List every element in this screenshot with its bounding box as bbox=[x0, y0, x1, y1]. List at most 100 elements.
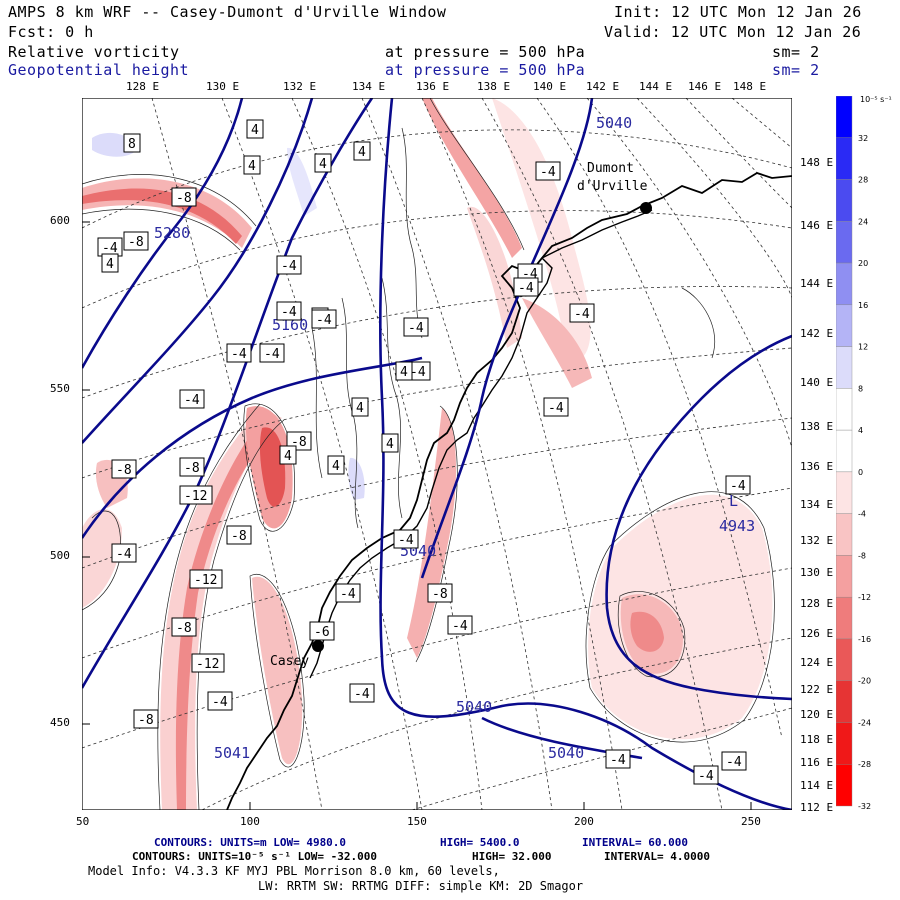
height-label: 5040 bbox=[456, 698, 492, 716]
vorticity-label-box: -8 bbox=[427, 583, 453, 603]
vorticity-label-box: -4 bbox=[311, 309, 337, 329]
parallel bbox=[82, 567, 792, 749]
vorticity-label-text: -8 bbox=[176, 191, 192, 206]
lon-label: 142 E bbox=[586, 80, 620, 93]
colorbar-label: -16 bbox=[858, 635, 871, 644]
vorticity-label-box: -8 bbox=[171, 617, 197, 637]
vorticity-label-text: -4 bbox=[231, 347, 247, 362]
vorticity-band bbox=[522, 298, 592, 388]
vorticity-label-box: -12 bbox=[179, 485, 213, 505]
vorticity-label-text: -4 bbox=[574, 307, 590, 322]
height-label: 5040 bbox=[548, 744, 584, 762]
vorticity-label-text: -12 bbox=[184, 489, 207, 504]
height-contours bbox=[82, 98, 792, 810]
vorticity-label-box: 4 bbox=[314, 153, 332, 173]
colorbar-cell bbox=[836, 513, 853, 556]
colorbar-cell bbox=[836, 179, 853, 222]
colorbar-cell bbox=[836, 262, 853, 306]
vorticity-contour bbox=[381, 277, 403, 519]
footer-height-contours: CONTOURS: UNITS=m LOW= 4980.0 bbox=[154, 836, 347, 849]
field2-smooth: sm= 2 bbox=[772, 61, 820, 79]
positive-vorticity-patch bbox=[287, 147, 317, 216]
parallel bbox=[82, 347, 792, 479]
vorticity-label-text: -4 bbox=[726, 755, 742, 770]
parallel bbox=[82, 210, 792, 309]
casey-marker bbox=[312, 640, 324, 652]
meridian bbox=[731, 98, 792, 149]
colorbar-label: -32 bbox=[858, 802, 871, 811]
station-label-casey: Casey bbox=[270, 654, 309, 669]
field2-name: Geopotential height bbox=[8, 61, 190, 79]
vorticity-label-text: -12 bbox=[194, 573, 217, 588]
vorticity-label-text: -4 bbox=[548, 401, 564, 416]
vorticity-contours bbox=[82, 98, 775, 810]
field1-smooth: sm= 2 bbox=[772, 43, 820, 61]
meridian bbox=[421, 98, 623, 810]
colorbar-label: 32 bbox=[858, 134, 868, 143]
colorbar-unit: 10⁻⁵ s⁻¹ bbox=[860, 96, 892, 104]
vorticity-label-text: 4 bbox=[386, 437, 394, 452]
vorticity-core bbox=[82, 188, 242, 244]
vorticity-label-text: -4 bbox=[212, 695, 228, 710]
vorticity-contour bbox=[311, 327, 323, 479]
low-symbol: L bbox=[729, 492, 738, 510]
vorticity-band bbox=[422, 98, 522, 258]
colorbar-label: -20 bbox=[858, 677, 871, 686]
right-label: 144 E bbox=[800, 277, 834, 290]
vorticity-label-box: -8 bbox=[171, 187, 197, 207]
vorticity-label-text: 8 bbox=[128, 137, 136, 152]
vorticity-band bbox=[467, 206, 522, 348]
height-contour bbox=[605, 334, 792, 701]
vorticity-band bbox=[160, 408, 282, 810]
colorbar-cell bbox=[836, 346, 853, 389]
vorticity-label-text: 4 bbox=[284, 449, 292, 464]
vorticity-label-box: 4 bbox=[243, 155, 261, 175]
graticule bbox=[82, 98, 792, 810]
x-tick: 150 bbox=[407, 815, 427, 828]
init-time: Init: 12 UTC Mon 12 Jan 26 bbox=[614, 3, 862, 21]
vorticity-label-box: -4 bbox=[226, 343, 252, 363]
vorticity-contour bbox=[681, 287, 715, 359]
vorticity-label-box: 8 bbox=[123, 133, 141, 153]
vorticity-label-text: -4 bbox=[102, 241, 118, 256]
coastline bbox=[226, 172, 792, 810]
lon-label: 140 E bbox=[533, 80, 567, 93]
vorticity-label-text: -4 bbox=[340, 587, 356, 602]
right-label: 138 E bbox=[800, 420, 834, 433]
height-contour bbox=[420, 98, 594, 579]
lon-label: 138 E bbox=[477, 80, 511, 93]
vorticity-label-box: -4 bbox=[97, 237, 123, 257]
vorticity-shading bbox=[82, 98, 773, 810]
vorticity-label-box: -4 bbox=[349, 683, 375, 703]
vorticity-label-text: -4 bbox=[698, 769, 714, 784]
colorbar-cell bbox=[836, 471, 853, 514]
vorticity-label-box: -4 bbox=[721, 751, 747, 771]
vorticity-label-box: -4 bbox=[543, 397, 569, 417]
vorticity-label-text: 4 bbox=[358, 145, 366, 160]
right-label: 146 E bbox=[800, 219, 834, 232]
vorticity-label-box: -12 bbox=[191, 653, 225, 673]
vorticity-label-text: -4 bbox=[316, 313, 332, 328]
vorticity-label-text: -4 bbox=[452, 619, 468, 634]
vorticity-contour bbox=[585, 491, 775, 743]
vorticity-label-text: -4 bbox=[281, 259, 297, 274]
parallel bbox=[82, 487, 792, 659]
colorbar-label: -24 bbox=[858, 718, 871, 727]
right-label: 148 E bbox=[800, 156, 834, 169]
vorticity-label-box: -4 bbox=[393, 529, 419, 549]
vorticity-label-box: -4 bbox=[179, 389, 205, 409]
vorticity-label-text: -6 bbox=[314, 625, 330, 640]
vorticity-label-box: 4 bbox=[327, 455, 345, 475]
vorticity-label-text: -4 bbox=[408, 321, 424, 336]
colorbar-cell bbox=[836, 722, 853, 765]
vorticity-label-box: -4 bbox=[447, 615, 473, 635]
vorticity-label-text: -4 bbox=[540, 165, 556, 180]
right-label: 122 E bbox=[800, 683, 834, 696]
vorticity-band bbox=[588, 494, 773, 740]
right-label: 120 E bbox=[800, 708, 834, 721]
vorticity-label-box: -4 bbox=[335, 583, 361, 603]
model-title: AMPS 8 km WRF -- Casey-Dumont d'Urville … bbox=[8, 3, 447, 21]
right-label: 126 E bbox=[800, 627, 834, 640]
vorticity-label-box: 4 bbox=[351, 397, 369, 417]
right-label: 132 E bbox=[800, 534, 834, 547]
